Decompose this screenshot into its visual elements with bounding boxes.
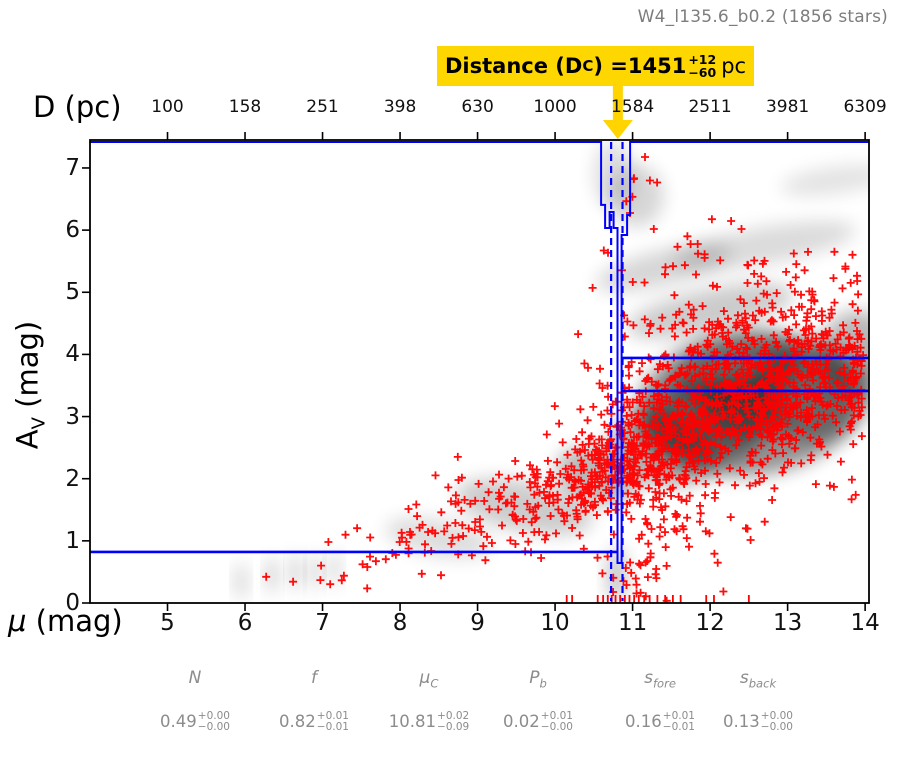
left-axis-tick-label: 0 [65,590,80,616]
distance-annotation-err-minus: −60 [688,65,717,80]
density-blob [309,553,321,591]
top-axis-tick-label: 630 [461,97,494,117]
bottom-axis-tick-label: 7 [315,610,330,636]
param-column: f 0.82 +0.01 −0.01 [279,668,349,734]
top-axis-tick-label: 1000 [533,97,577,117]
top-axis-tick-label: 398 [383,97,417,117]
param-value-errors: +0.01 −0.00 [540,710,573,734]
left-axis-tick-label: 3 [65,403,80,430]
star-scatter-markers [262,153,868,603]
param-column: Pb 0.02 +0.01 −0.00 [503,668,573,734]
top-axis-tick-label: 1584 [610,97,655,117]
param-value: 0.13 +0.00 −0.00 [723,710,793,734]
rug-ticks [565,595,750,603]
distance-annotation-prefix: Distance (D [445,54,583,78]
param-value-errors: +0.01 −0.01 [662,710,695,734]
density-blob [626,283,794,339]
bottom-axis-tick-label: 13 [772,610,803,636]
left-axis-tick-label: 6 [65,217,80,244]
distance-annotation-errors: +12 −60 [688,51,717,80]
bottom-axis-tick-label: 5 [160,610,175,636]
param-column: N 0.49 +0.00 −0.00 [160,668,230,734]
param-label: sfore [644,668,676,691]
param-value: 10.81 +0.02 −0.09 [388,710,470,734]
left-axis-tick-label: 5 [65,279,80,306]
bottom-axis-tick-label: 6 [237,610,253,636]
param-column: sfore 0.16 +0.01 −0.01 [625,668,695,734]
distance-annotation-equals: ) = [593,54,628,78]
distance-annotation-err-plus: +12 [688,51,717,67]
distance-annotation-unit: pc [721,54,747,78]
param-value: 0.49 +0.00 −0.00 [160,710,230,734]
param-value-errors: +0.00 −0.00 [760,710,793,734]
top-axis-tick-label: 2511 [688,97,732,117]
distance-arrow [602,82,633,139]
distance-annotation-sub-c: C [582,57,594,75]
mu-symbol: μ [8,604,27,638]
left-axis-tick-label: 4 [65,341,80,368]
param-label: f [311,668,317,688]
bottom-axis-tick-label: 10 [540,610,570,636]
top-axis-title-text: D (pc) [33,90,122,124]
top-axis-tick-label: 6309 [843,97,887,117]
bottom-axis-tick-label: 11 [617,610,648,636]
top-axis-tick-label: 3981 [765,97,810,117]
distance-posterior-outline [90,141,869,564]
param-label: sback [739,668,777,691]
axis-ticks [82,132,866,611]
density-blob [235,562,247,600]
param-column: μC 10.81 +0.02 −0.09 [389,668,469,734]
distance-annotation-value: 1451 [627,54,687,78]
top-axis-tick-label: 100 [151,97,184,117]
param-value-errors: +0.00 −0.00 [197,710,230,734]
density-blob [672,221,857,271]
density-blob [328,550,340,588]
param-column: sback 0.13 +0.00 −0.00 [723,668,793,734]
left-axis-tick-label: 7 [65,154,80,181]
figure-title: W4_l135.6_b0.2 (1856 stars) [637,7,888,27]
bottom-axis-tick-label: 12 [695,610,725,636]
density-blob [266,556,278,594]
param-value: 0.02 +0.01 −0.00 [503,710,573,734]
fit-parameters-panel: N 0.49 +0.00 −0.00 f 0.82 +0.01 −0.01 μC 10.81 +0.… [0,668,902,758]
plot-border [89,139,870,604]
density-blob [289,553,301,591]
bottom-axis-title: μ (mag) [8,604,123,638]
param-value: 0.82 +0.01 −0.01 [279,710,349,734]
param-label: Pb [529,668,547,691]
param-value-errors: +0.01 −0.01 [316,710,349,734]
bottom-axis-tick-label: 14 [850,610,880,636]
param-label: N [188,668,202,688]
density-blob [780,164,869,196]
top-axis-tick-label: 158 [228,97,262,117]
left-axis-tick-label: 2 [65,465,80,492]
param-label: μC [419,668,439,691]
param-value: 0.16 +0.01 −0.01 [625,710,695,734]
model-lines-layer [90,141,869,601]
param-value-errors: +0.02 −0.09 [437,710,470,734]
top-axis-title: D (pc) [33,90,122,124]
bottom-axis-title-rest: (mag) [26,604,123,638]
bottom-axis-tick-label: 8 [392,610,408,636]
left-axis-tick-label: 1 [65,527,80,554]
bottom-axis-tick-label: 9 [470,610,485,636]
distance-annotation: Distance (D C) = 1451 +12 −60 pc [437,46,755,86]
top-axis-tick-label: 251 [306,97,339,117]
